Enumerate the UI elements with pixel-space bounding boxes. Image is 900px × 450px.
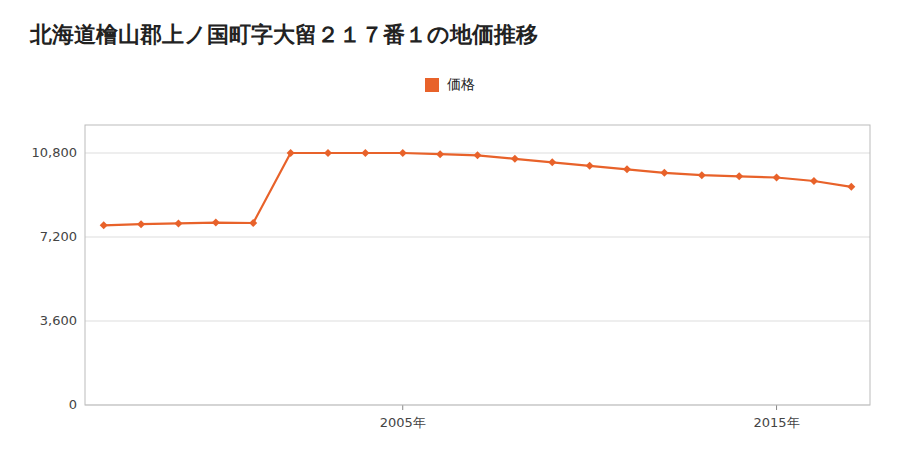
title: 北海道檜山郡上ノ国町字大留２１７番１の地価推移 (29, 22, 538, 47)
grid-line (85, 237, 870, 238)
x-tick (402, 405, 403, 410)
marker (586, 162, 594, 170)
marker (436, 150, 444, 158)
legend-swatch (425, 78, 439, 92)
legend-label: 価格 (447, 76, 475, 92)
marker (773, 174, 781, 182)
marker (623, 165, 631, 173)
marker (174, 219, 182, 227)
legend: 価格 (425, 76, 475, 92)
marker (660, 169, 668, 177)
marker (548, 158, 556, 166)
marker (249, 219, 257, 227)
data-group (100, 149, 856, 229)
marker (137, 220, 145, 228)
marker (287, 149, 295, 157)
axes: 0 3,600 7,200 10,800 2005年 2015年 (32, 125, 871, 430)
marker (474, 151, 482, 159)
marker (847, 183, 855, 191)
marker (735, 172, 743, 180)
marker (324, 149, 332, 157)
chart-container: 北海道檜山郡上ノ国町字大留２１７番１の地価推移価格 0 3,600 7,200 10,8… (0, 0, 900, 450)
x-tick-label: 2005年 (380, 415, 426, 430)
y-tick-label: 7,200 (40, 229, 77, 244)
marker (361, 149, 369, 157)
y-tick-label: 10,800 (32, 145, 78, 160)
x-tick (776, 405, 777, 410)
y-tick-label: 3,600 (40, 313, 77, 328)
line (104, 153, 852, 225)
y-tick-label: 0 (69, 397, 77, 412)
marker (100, 221, 108, 229)
chart-svg: 北海道檜山郡上ノ国町字大留２１７番１の地価推移価格 0 3,600 7,200 10,8… (0, 0, 900, 450)
grid-line (85, 321, 870, 322)
marker (511, 155, 519, 163)
marker (698, 171, 706, 179)
plot-frame (85, 125, 870, 405)
x-tick-label: 2015年 (754, 415, 800, 430)
marker (212, 219, 220, 227)
marker (810, 177, 818, 185)
marker (399, 149, 407, 157)
